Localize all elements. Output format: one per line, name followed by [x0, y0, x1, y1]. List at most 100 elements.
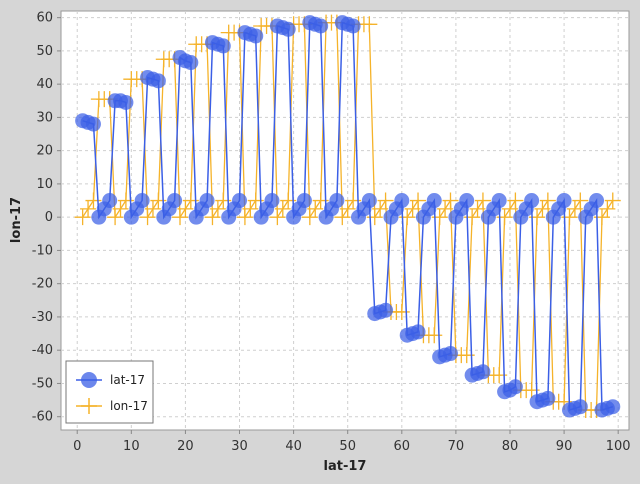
y-tick-label: 10 [36, 177, 53, 192]
y-tick-label: -30 [32, 310, 53, 325]
series-lat-17 [75, 15, 621, 418]
lat-17-point [361, 193, 377, 209]
lat-17-point [199, 193, 215, 209]
lat-17-point [410, 324, 426, 340]
legend-lat-label: lat-17 [110, 373, 145, 387]
y-tick-label: 0 [45, 210, 53, 225]
lat-17-point [524, 193, 540, 209]
lon-17-point [534, 200, 551, 217]
lon-17-point [404, 200, 421, 217]
lat-17-point [426, 193, 442, 209]
legend-box [65, 360, 154, 424]
lat-17-point [264, 193, 280, 209]
lat-17-point [329, 193, 345, 209]
y-tick-label: -60 [32, 410, 53, 425]
lon-17-point [474, 192, 491, 209]
lat-17-point [589, 193, 605, 209]
lat-17-point [507, 379, 523, 395]
lon-17-point [85, 192, 102, 209]
lat-17-point [85, 116, 101, 132]
x-axis-title: lat-17 [324, 459, 367, 474]
lat-17-point [280, 21, 296, 37]
lat-17-point [215, 38, 231, 54]
y-axis-ticks: 60 50 40 30 20 10 0 -10 -20 -30 -40 -50 -60 [32, 11, 61, 425]
lon-17-point [410, 192, 427, 209]
lat-17-point [378, 302, 394, 318]
legend: lat-17 lon-17 [65, 360, 154, 424]
lon-17-point [307, 200, 324, 217]
x-tick-label: 0 [73, 439, 81, 454]
lon-17-point [507, 192, 524, 209]
lon-17-point [372, 200, 389, 217]
lat-17-point [394, 193, 410, 209]
lat-17-point [134, 193, 150, 209]
legend-lat-marker [81, 372, 97, 388]
lat-17-point [475, 364, 491, 380]
x-tick-label: 100 [606, 439, 631, 454]
lat-17-point [248, 28, 264, 44]
lon-17-point [442, 192, 459, 209]
lat-17-point [491, 193, 507, 209]
x-tick-label: 40 [285, 439, 302, 454]
lon-17-point [274, 200, 291, 217]
lon-17-point [599, 200, 616, 217]
y-tick-label: -10 [32, 243, 53, 258]
lon-17-point [74, 209, 91, 226]
x-tick-label: 80 [502, 439, 519, 454]
lat-17-point [102, 193, 118, 209]
x-tick-label: 70 [448, 439, 465, 454]
x-tick-label: 10 [123, 439, 140, 454]
lat-17-point [540, 390, 556, 406]
lon-17-point [604, 192, 621, 209]
lat-17-point [183, 55, 199, 71]
x-axis-ticks: 0 10 20 30 40 50 60 70 80 90 100 [73, 430, 631, 454]
lon-17-point [172, 209, 189, 226]
y-tick-label: -20 [32, 277, 53, 292]
lon-17-point [361, 16, 378, 33]
legend-lon-marker [81, 398, 97, 414]
lon-17-point [236, 209, 253, 226]
lon-17-point [393, 303, 410, 320]
lon-17-point [572, 192, 589, 209]
y-tick-label: 40 [36, 77, 53, 92]
x-tick-label: 90 [556, 439, 573, 454]
y-tick-label: 60 [36, 11, 53, 26]
lon-17-point [566, 200, 583, 217]
lon-17-point [177, 200, 194, 217]
y-tick-label: 20 [36, 144, 53, 159]
lat-17-point [556, 193, 572, 209]
lat-17-point [442, 346, 458, 362]
legend-lon-label: lon-17 [110, 399, 148, 413]
x-tick-label: 50 [339, 439, 356, 454]
lat-17-point [150, 73, 166, 89]
x-tick-label: 20 [177, 439, 194, 454]
lon-17-point [107, 209, 124, 226]
lon-17-point [80, 200, 97, 217]
lat-17-point [572, 399, 588, 415]
lat-17-point [296, 193, 312, 209]
lon-17-point [539, 192, 556, 209]
lat-17-point [345, 18, 361, 34]
lat-17-point [118, 94, 134, 110]
lon-17-point [377, 192, 394, 209]
lat-17-point [459, 193, 475, 209]
lon-17-point [469, 200, 486, 217]
y-axis-title: lon-17 [9, 197, 24, 243]
lon-17-point [334, 209, 351, 226]
lon-17-point [339, 200, 356, 217]
lon-17-point [242, 200, 259, 217]
lat-17-point [313, 18, 329, 34]
lat-17-point [605, 399, 621, 415]
lat-17-point [167, 193, 183, 209]
lon-17-point [269, 209, 286, 226]
lon-17-point [501, 200, 518, 217]
lon-17-point [209, 200, 226, 217]
lat-17-point [232, 193, 248, 209]
x-tick-label: 60 [394, 439, 411, 454]
lon-17-point [301, 209, 318, 226]
lon-17-point [144, 200, 161, 217]
lon-17-point [437, 200, 454, 217]
lon-17-point [139, 209, 156, 226]
